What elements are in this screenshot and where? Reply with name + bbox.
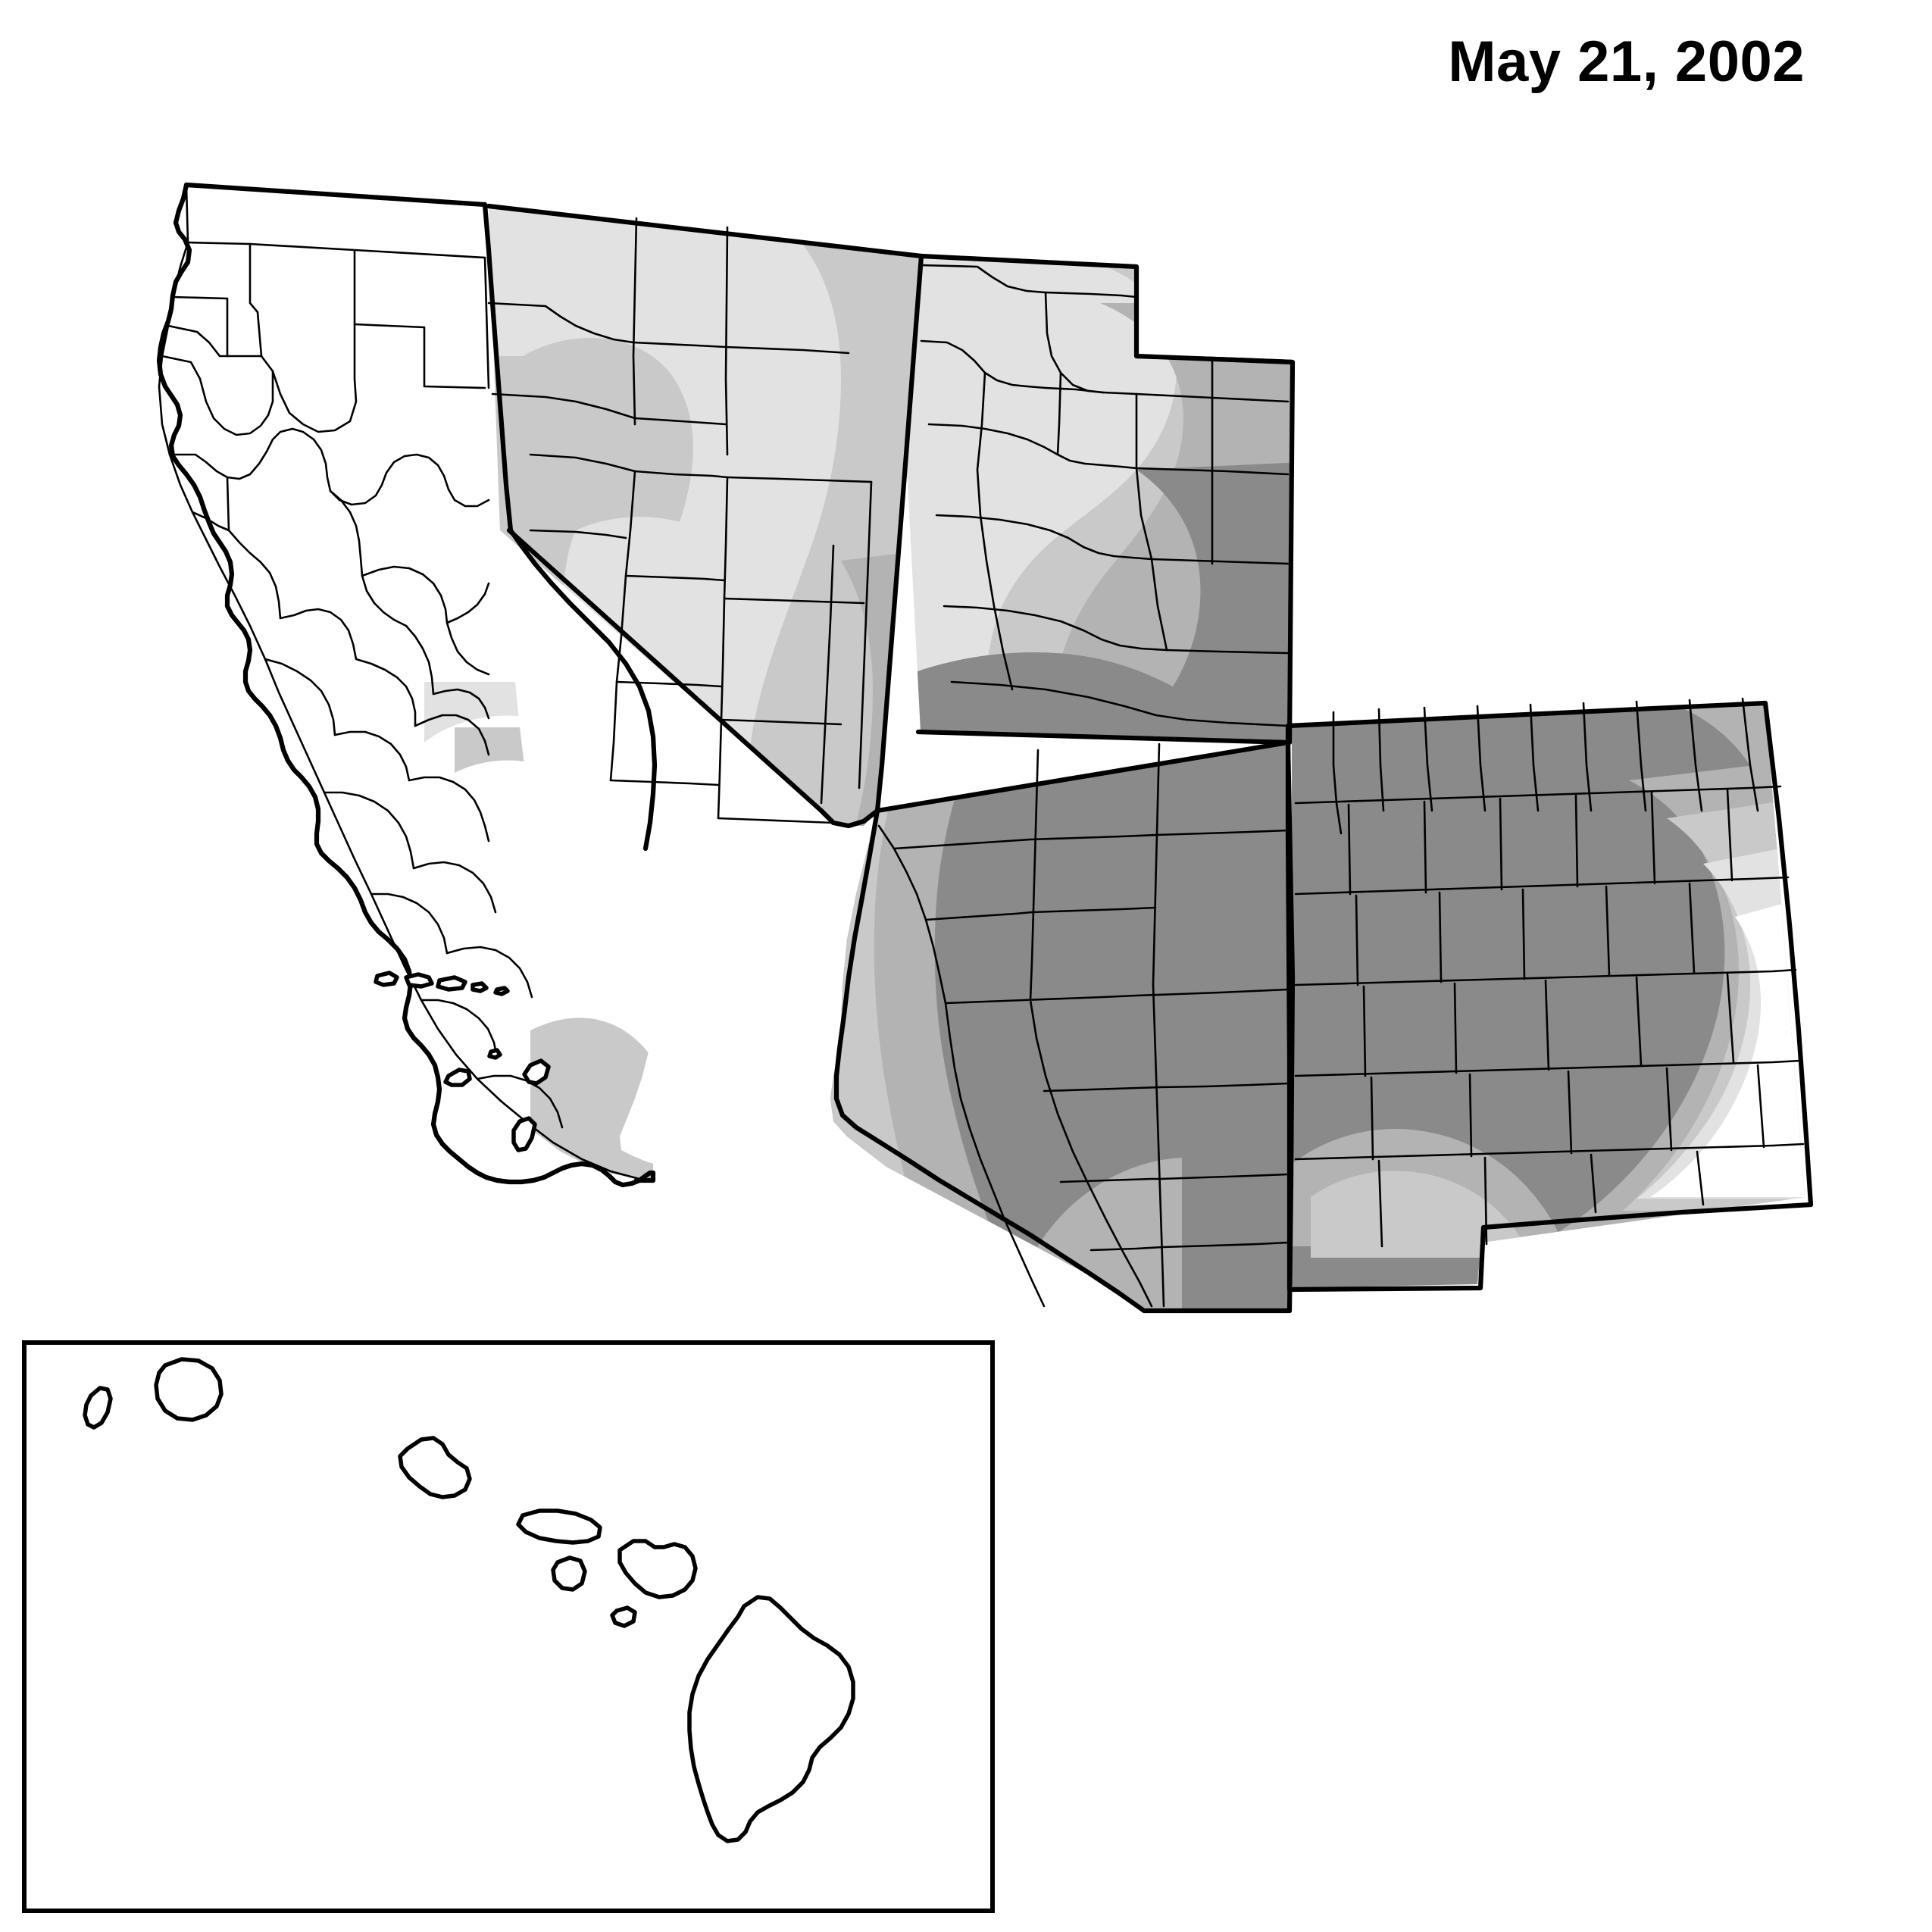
hawaii-inset-frame (22, 1340, 995, 1913)
island-molokai (516, 1508, 602, 1545)
map-title: May 21, 2002 (1448, 30, 1805, 94)
island-kauai (154, 1357, 224, 1422)
utah-drought-fill (906, 256, 1292, 742)
hawaii-inset (22, 1340, 995, 1913)
island-hawaii (687, 1595, 855, 1843)
island-oahu (398, 1436, 472, 1499)
island-maui (617, 1539, 698, 1599)
new-mexico-county-lines (1294, 697, 1805, 1248)
island-kahoolawe (610, 1605, 637, 1628)
arizona-county-lines (877, 742, 1290, 1308)
new-mexico-drought-fill (1292, 705, 1805, 1288)
new-mexico-outline (1285, 700, 1814, 1293)
california-outline (156, 182, 658, 1188)
utah-county-lines (920, 264, 1293, 727)
island-niihau (83, 1386, 113, 1430)
utah-outline (915, 253, 1296, 746)
arizona-drought-fill (830, 742, 1292, 1311)
island-lanai (551, 1555, 587, 1592)
